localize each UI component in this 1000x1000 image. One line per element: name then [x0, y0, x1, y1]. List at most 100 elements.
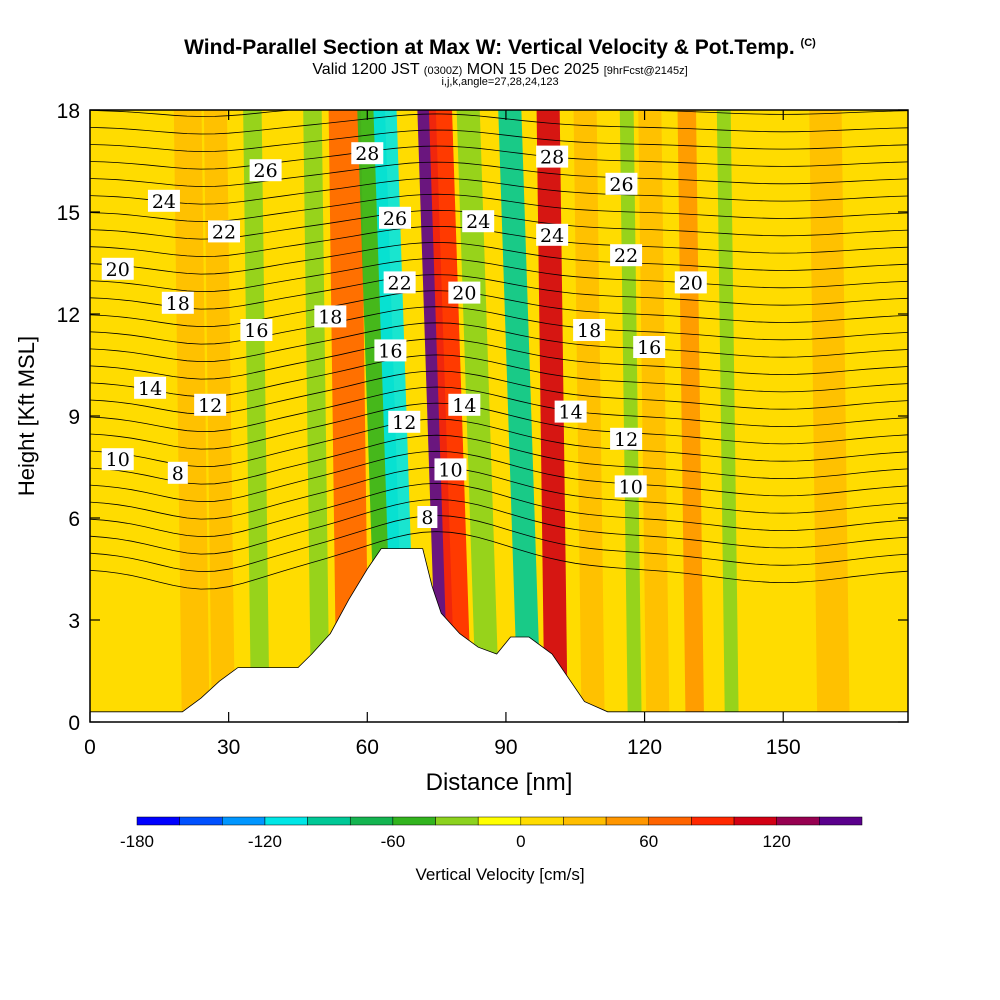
contour-labels: 24 26 28 22 26 24 28 26 24 22 20 22 20 20 18 18 16 16 18 16…: [101, 142, 707, 529]
colorbar-tick-label: -60: [381, 832, 406, 851]
contour-label: 14: [452, 395, 476, 417]
contour-label: 26: [609, 174, 633, 196]
colorbar-tick-label: 120: [763, 832, 791, 851]
contour-label-box: [605, 172, 638, 195]
contour-label: 12: [392, 412, 416, 434]
pot-temp-contour: [90, 161, 908, 188]
contour-label: 28: [540, 147, 564, 169]
y-tick-label: 18: [57, 100, 80, 123]
colorbar: -180 -120 -60 0 60 120: [120, 816, 863, 851]
contour-label: 14: [559, 402, 583, 424]
contour-label-box: [379, 206, 412, 229]
contour-label-box: [573, 319, 606, 341]
y-tick-label: 0: [68, 712, 80, 735]
y-tick-label: 15: [57, 202, 80, 225]
pot-temp-contour: [90, 434, 908, 485]
contour-label: 18: [166, 293, 190, 315]
contour-label-box: [147, 189, 180, 212]
pot-temp-contour: [90, 531, 908, 590]
pot-temp-contour: [90, 258, 908, 293]
pot-temp-contour: [90, 322, 908, 363]
velocity-band: [638, 110, 670, 722]
y-tick-label: 9: [68, 406, 80, 429]
x-tick-label: 0: [84, 736, 96, 759]
pot-temp-contour: [90, 225, 908, 258]
pot-temp-contour: [90, 241, 908, 275]
colorbar-tick-label: -180: [120, 832, 154, 851]
colorbar-tick-label: -120: [248, 832, 282, 851]
colorbar-swatch: [307, 816, 351, 826]
pot-temp-contour: [90, 499, 908, 555]
contour-label: 10: [438, 459, 462, 481]
velocity-band: [328, 110, 369, 722]
contour-label-box: [674, 271, 707, 294]
contour-label-box: [383, 271, 416, 294]
contour-label: 22: [614, 245, 638, 267]
velocity-band: [428, 110, 473, 722]
contour-label-box: [314, 305, 347, 328]
contour-label-box: [374, 339, 407, 362]
velocity-bands: [173, 110, 850, 722]
contour-label-box: [614, 475, 647, 498]
contour-label: 24: [152, 191, 176, 213]
contour-label-box: [417, 506, 438, 528]
pot-temp-contour: [90, 113, 908, 135]
contour-label: 20: [106, 259, 130, 281]
chart-title: Wind-Parallel Section at Max W: Vertical…: [184, 36, 816, 59]
colorbar-tick-label: 60: [639, 832, 658, 851]
contour-label-box: [554, 400, 587, 423]
x-tick-label: 90: [494, 736, 517, 759]
velocity-band: [498, 110, 542, 722]
colorbar-label: Vertical Velocity [cm/s]: [415, 865, 584, 884]
contour-label: 22: [388, 272, 412, 294]
velocity-band: [173, 110, 210, 722]
x-tick-label: 60: [356, 736, 379, 759]
contour-label-box: [633, 336, 666, 358]
colorbar-swatch: [563, 816, 607, 826]
contour-label-box: [388, 410, 421, 433]
pot-temp-contour: [90, 482, 908, 538]
contour-label: 20: [452, 283, 476, 305]
pot-temp-contour: [90, 129, 908, 153]
colorbar-swatch: [605, 816, 650, 826]
terrain-mask: [90, 548, 908, 722]
velocity-band: [203, 110, 235, 722]
contour-label: 12: [614, 429, 638, 451]
contour-label: 16: [244, 320, 268, 342]
x-tick-label: 120: [627, 736, 662, 759]
contour-label-box: [536, 223, 569, 246]
colorbar-swatch: [222, 816, 266, 826]
contour-label-box: [161, 291, 194, 314]
contour-label-box: [101, 257, 134, 280]
velocity-band: [536, 110, 568, 722]
pot-temp-contour: [90, 386, 908, 433]
colorbar-swatch: [733, 816, 777, 826]
contour-label: 16: [637, 337, 661, 359]
contour-label: 20: [679, 272, 703, 294]
contour-label-box: [167, 461, 188, 484]
colorbar-swatch: [392, 816, 436, 826]
velocity-band: [716, 110, 739, 722]
chart-subtitle: Valid 1200 JST (0300Z) MON 15 Dec 2025 […: [312, 61, 688, 78]
colorbar-swatch: [691, 816, 735, 826]
contour-label: 14: [138, 378, 162, 400]
velocity-band: [677, 110, 705, 722]
contour-label-box: [448, 393, 481, 416]
pot-temp-contour: [90, 274, 908, 310]
velocity-band: [303, 110, 330, 722]
pot-temp-contour: [90, 110, 908, 117]
contour-label-box: [434, 458, 467, 481]
velocity-band: [573, 110, 605, 722]
pot-temp-contour: [90, 82, 908, 99]
pot-temp-contour: [90, 402, 908, 450]
colorbar-swatch: [349, 816, 394, 826]
pot-temp-contour: [90, 177, 908, 205]
y-axis-label: Height [Kft MSL]: [14, 336, 39, 496]
pot-temp-contour: [90, 354, 908, 398]
colorbar-swatch: [264, 816, 308, 826]
contour-label-box: [351, 142, 384, 165]
contour-label: 16: [378, 340, 402, 362]
pot-temp-contour: [90, 290, 908, 328]
pot-temp-contour: [90, 145, 908, 170]
pot-temp-contour: [90, 515, 908, 573]
